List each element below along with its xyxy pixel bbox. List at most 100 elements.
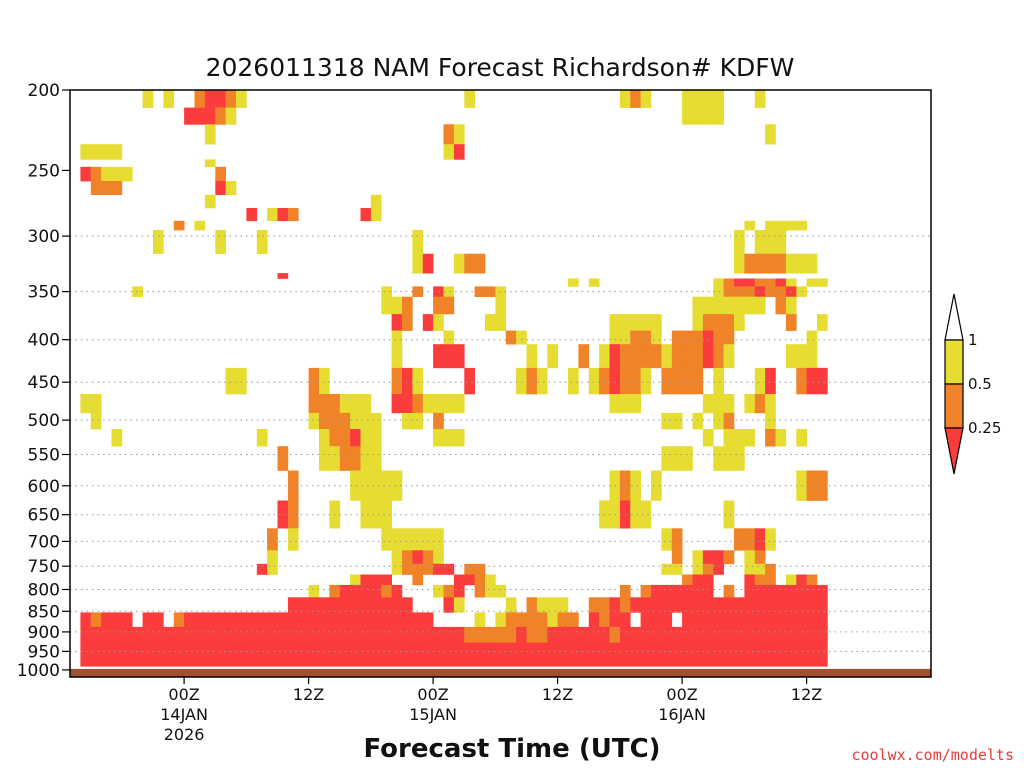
heatmap-cell [101, 612, 112, 628]
heatmap-cell [723, 550, 735, 565]
heatmap-cell [204, 107, 216, 125]
heatmap-cell [765, 278, 776, 287]
heatmap-cell [319, 394, 330, 414]
heatmap-cell [785, 314, 797, 331]
heatmap-cell [422, 612, 434, 628]
heatmap-cell [785, 626, 797, 644]
heatmap-cell [692, 612, 704, 628]
heatmap-cell [443, 642, 455, 659]
heatmap-cell [775, 584, 787, 598]
heatmap-cell [765, 563, 776, 575]
heatmap-cell [526, 626, 538, 644]
heatmap-cell [775, 230, 787, 254]
heatmap-cell [495, 612, 507, 628]
heatmap-cell [360, 446, 372, 471]
heatmap-cell [391, 642, 403, 659]
heatmap-cell [765, 626, 776, 644]
heatmap-cell [702, 429, 714, 447]
heatmap-cell [702, 550, 714, 565]
heatmap-cell [485, 574, 496, 586]
heatmap-cell [474, 626, 486, 644]
heatmap-cell [536, 658, 548, 667]
heatmap-cell [277, 273, 289, 279]
heatmap-cell [236, 642, 247, 659]
heatmap-cell [485, 584, 496, 598]
heatmap-cell [671, 626, 683, 644]
heatmap-cell [775, 278, 787, 287]
heatmap-cell [765, 658, 776, 667]
heatmap-cell [754, 550, 766, 565]
heatmap-cell [536, 597, 548, 613]
heatmap-cell [682, 642, 693, 659]
heatmap-cell [101, 626, 112, 644]
heatmap-cell [713, 296, 724, 315]
heatmap-cell [609, 597, 621, 613]
heatmap-cell [723, 446, 735, 471]
heatmap-cell [350, 658, 361, 667]
heatmap-cell [422, 658, 434, 667]
heatmap-cell [682, 597, 693, 613]
heatmap-cell [370, 208, 382, 222]
heatmap-cell [319, 597, 330, 613]
heatmap-cell [360, 584, 372, 598]
heatmap-cell [329, 612, 341, 628]
heatmap-cell [111, 166, 123, 182]
heatmap-cell [744, 253, 756, 274]
heatmap-cell [256, 642, 268, 659]
heatmap-cell [723, 344, 735, 369]
heatmap-cell [651, 658, 662, 667]
heatmap-cell [754, 286, 766, 297]
heatmap-cell [682, 367, 693, 395]
heatmap-cell [723, 278, 735, 287]
heatmap-cell [640, 367, 652, 395]
heatmap-cell [796, 344, 807, 369]
heatmap-cell [287, 528, 299, 551]
heatmap-cell [402, 314, 413, 331]
heatmap-cell [391, 394, 403, 414]
heatmap-cell [153, 626, 164, 644]
heatmap-cell [402, 597, 413, 613]
heatmap-cell [339, 612, 351, 628]
heatmap-cell [661, 367, 673, 395]
heatmap-cell [619, 584, 631, 598]
heatmap-cell [713, 367, 724, 395]
heatmap-cell [796, 597, 807, 613]
heatmap-cell [319, 626, 330, 644]
heatmap-cell [817, 584, 828, 598]
heatmap-cell [692, 344, 704, 369]
heatmap-cell [153, 612, 164, 628]
heatmap-cell [391, 330, 403, 345]
heatmap-cell [619, 394, 631, 414]
heatmap-cell [90, 626, 102, 644]
heatmap-cell [495, 314, 507, 331]
heatmap-cell [713, 314, 724, 331]
heatmap-cell [184, 626, 195, 644]
heatmap-cell [370, 574, 382, 586]
heatmap-cell [806, 642, 818, 659]
heatmap-cell [453, 584, 465, 598]
heatmap-cell [464, 367, 475, 395]
heatmap-cell [651, 470, 662, 501]
heatmap-cell [817, 626, 828, 644]
heatmap-cell [132, 286, 143, 297]
y-tick-label: 750 [28, 557, 60, 577]
heatmap-cell [80, 658, 92, 667]
y-tick-label: 200 [28, 81, 60, 101]
heatmap-cell [267, 612, 278, 628]
heatmap-cell [671, 446, 683, 471]
heatmap-cell [692, 90, 704, 108]
heatmap-cell [692, 584, 704, 598]
heatmap-cell [443, 296, 455, 315]
heatmap-cell [204, 658, 216, 667]
heatmap-cell [256, 563, 268, 575]
heatmap-cell [505, 597, 517, 613]
heatmap-cell [453, 658, 465, 667]
heatmap-cell [578, 642, 590, 659]
heatmap-cell [671, 367, 683, 395]
heatmap-cell [350, 446, 361, 471]
heatmap-cell [806, 626, 818, 644]
heatmap-cell [453, 642, 465, 659]
heatmap-cell [412, 642, 424, 659]
heatmap-cell [412, 253, 424, 274]
ground-strip [70, 668, 931, 677]
